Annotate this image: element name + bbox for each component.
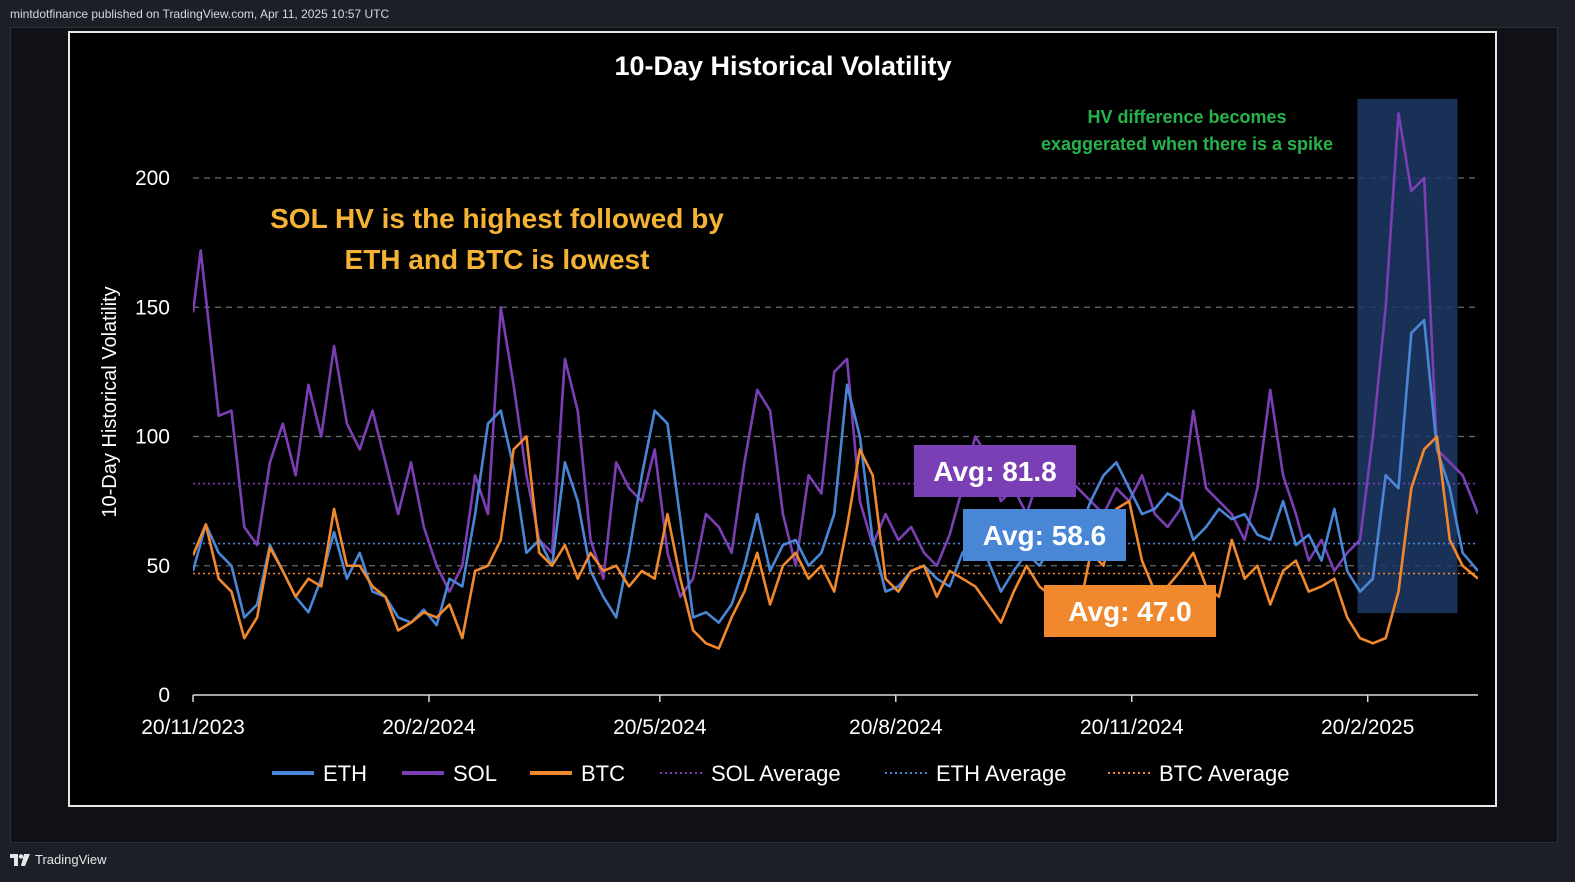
avg-label-box <box>1044 585 1216 637</box>
series-lines <box>193 112 1478 650</box>
y-tick-label: 50 <box>147 555 170 578</box>
annotation-spike-line2: exaggerated when there is a spike <box>1041 134 1333 154</box>
tradingview-logo-icon <box>10 853 30 866</box>
legend-label: SOL <box>453 761 497 786</box>
chart-title: 10-Day Historical Volatility <box>614 51 951 81</box>
avg-label-box <box>914 445 1076 497</box>
annotation-spike-line1: HV difference becomes <box>1087 107 1286 127</box>
btc-average-label: Avg: 47.0 <box>1044 585 1216 637</box>
y-tick-labels: 0 50 100 150 200 <box>135 167 170 707</box>
series-sol-line <box>193 112 1478 599</box>
tradingview-footer[interactable]: TradingView <box>10 852 107 867</box>
sol-average-label: Avg: 81.8 <box>914 445 1076 497</box>
legend-item-eth-average: ETH Average <box>885 761 1066 786</box>
x-tick-label: 20/2/2025 <box>1321 716 1414 739</box>
publication-attribution: mintdotfinance published on TradingView.… <box>10 7 390 21</box>
eth-average-label: Avg: 58.6 <box>963 509 1126 561</box>
avg-label-box <box>963 509 1126 561</box>
legend-label: BTC Average <box>1159 761 1289 786</box>
y-tick-label: 200 <box>135 167 170 190</box>
legend-item-sol: SOL <box>402 761 497 786</box>
x-tick-label: 20/2/2024 <box>382 716 476 739</box>
average-labels: Avg: 81.8 Avg: 58.6 Avg: 47.0 <box>914 445 1216 637</box>
annotation-main-line2: ETH and BTC is lowest <box>345 244 650 275</box>
legend-item-btc-average: BTC Average <box>1108 761 1289 786</box>
legend-item-sol-average: SOL Average <box>660 761 841 786</box>
avg-label-text: Avg: 58.6 <box>983 520 1106 551</box>
y-tick-label: 150 <box>135 296 170 319</box>
footer-brand: TradingView <box>35 852 107 867</box>
chart-panel <box>68 31 1497 807</box>
avg-label-text: Avg: 47.0 <box>1068 596 1191 627</box>
spike-highlight-box <box>1357 99 1458 613</box>
legend-item-eth: ETH <box>272 761 367 786</box>
avg-label-text: Avg: 81.8 <box>933 456 1056 487</box>
x-tick-label: 20/8/2024 <box>849 716 943 739</box>
legend: ETH SOL BTC SOL Average ETH Average BTC Avera… <box>272 761 1289 786</box>
y-tick-label: 100 <box>135 426 170 449</box>
y-axis-label: 10-Day Historical Volatility <box>99 286 121 517</box>
annotation-main-line1: SOL HV is the highest followed by <box>270 203 724 234</box>
legend-label: SOL Average <box>711 761 841 786</box>
legend-label: ETH <box>323 761 367 786</box>
series-eth-line <box>193 318 1478 627</box>
y-tick-label: 0 <box>158 684 170 707</box>
legend-item-btc: BTC <box>530 761 625 786</box>
legend-label: BTC <box>581 761 625 786</box>
x-tick-labels: 20/11/2023 20/2/2024 20/5/2024 20/8/2024 20/… <box>141 716 1414 739</box>
average-lines <box>193 482 1478 575</box>
x-tick-label: 20/11/2024 <box>1080 716 1184 739</box>
legend-label: ETH Average <box>936 761 1066 786</box>
x-axis <box>192 694 1478 702</box>
x-tick-label: 20/11/2023 <box>141 716 245 739</box>
x-tick-label: 20/5/2024 <box>613 716 707 739</box>
series-btc-line <box>193 435 1478 650</box>
spike-highlight-region <box>1357 99 1458 613</box>
